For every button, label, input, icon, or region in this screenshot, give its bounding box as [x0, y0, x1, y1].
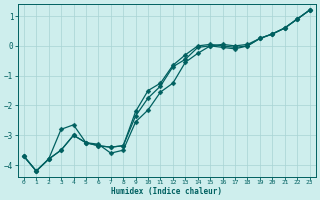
X-axis label: Humidex (Indice chaleur): Humidex (Indice chaleur)	[111, 187, 222, 196]
